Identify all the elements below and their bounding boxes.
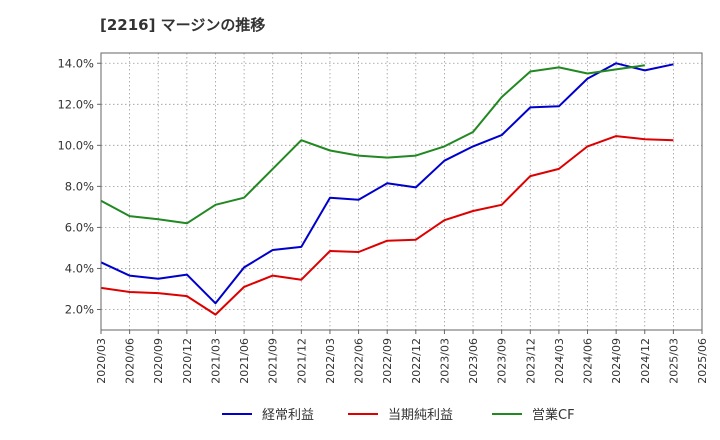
y-axis-ticks: 2.0% 4.0% 6.0% 8.0% 10.0% 12.0% 14.0% [57, 56, 101, 316]
x-tick-label: 2021/12 [295, 338, 308, 384]
x-tick-label: 2020/03 [95, 338, 108, 384]
x-tick-label: 2022/12 [410, 338, 423, 384]
y-tick-label: 6.0% [65, 220, 94, 234]
x-axis-ticks: 2020/03 2020/06 2020/09 2020/12 2021/03 2021/… [95, 330, 709, 384]
y-tick-label: 12.0% [57, 97, 94, 111]
x-tick-label: 2023/03 [438, 338, 451, 384]
x-tick-label: 2024/09 [610, 338, 623, 384]
x-tick-label: 2020/12 [181, 338, 194, 384]
x-tick-label: 2024/12 [639, 338, 652, 384]
x-tick-label: 2023/12 [524, 338, 537, 384]
legend-label: 当期純利益 [388, 408, 453, 423]
x-tick-label: 2021/06 [238, 338, 251, 384]
legend: 経常利益 当期純利益 営業CF [222, 407, 575, 423]
x-tick-label: 2025/06 [696, 338, 709, 384]
series-layer [100, 62, 674, 316]
x-tick-label: 2023/09 [496, 338, 509, 384]
x-tick-label: 2025/03 [667, 338, 680, 384]
x-tick-label: 2023/06 [467, 338, 480, 384]
y-tick-label: 4.0% [65, 261, 94, 275]
series-line [100, 64, 645, 225]
y-tick-label: 14.0% [57, 56, 94, 70]
y-tick-label: 2.0% [65, 302, 94, 316]
series-line [100, 62, 674, 305]
grid-layer [101, 53, 702, 330]
y-tick-label: 10.0% [57, 138, 94, 152]
chart-title: [2216] マージンの推移 [100, 16, 266, 34]
legend-label: 営業CF [532, 407, 575, 423]
x-tick-label: 2024/06 [582, 338, 595, 384]
x-tick-label: 2020/06 [124, 338, 137, 384]
x-tick-label: 2020/09 [152, 338, 165, 384]
x-tick-label: 2024/03 [553, 338, 566, 384]
y-tick-label: 8.0% [65, 179, 94, 193]
x-tick-label: 2022/09 [381, 338, 394, 384]
x-tick-label: 2021/03 [209, 338, 222, 384]
x-tick-label: 2022/06 [353, 338, 366, 384]
x-tick-label: 2022/03 [324, 338, 337, 384]
legend-label: 経常利益 [262, 408, 314, 423]
plot-frame [100, 52, 703, 331]
series-line [100, 135, 674, 316]
x-tick-label: 2021/09 [267, 338, 280, 384]
